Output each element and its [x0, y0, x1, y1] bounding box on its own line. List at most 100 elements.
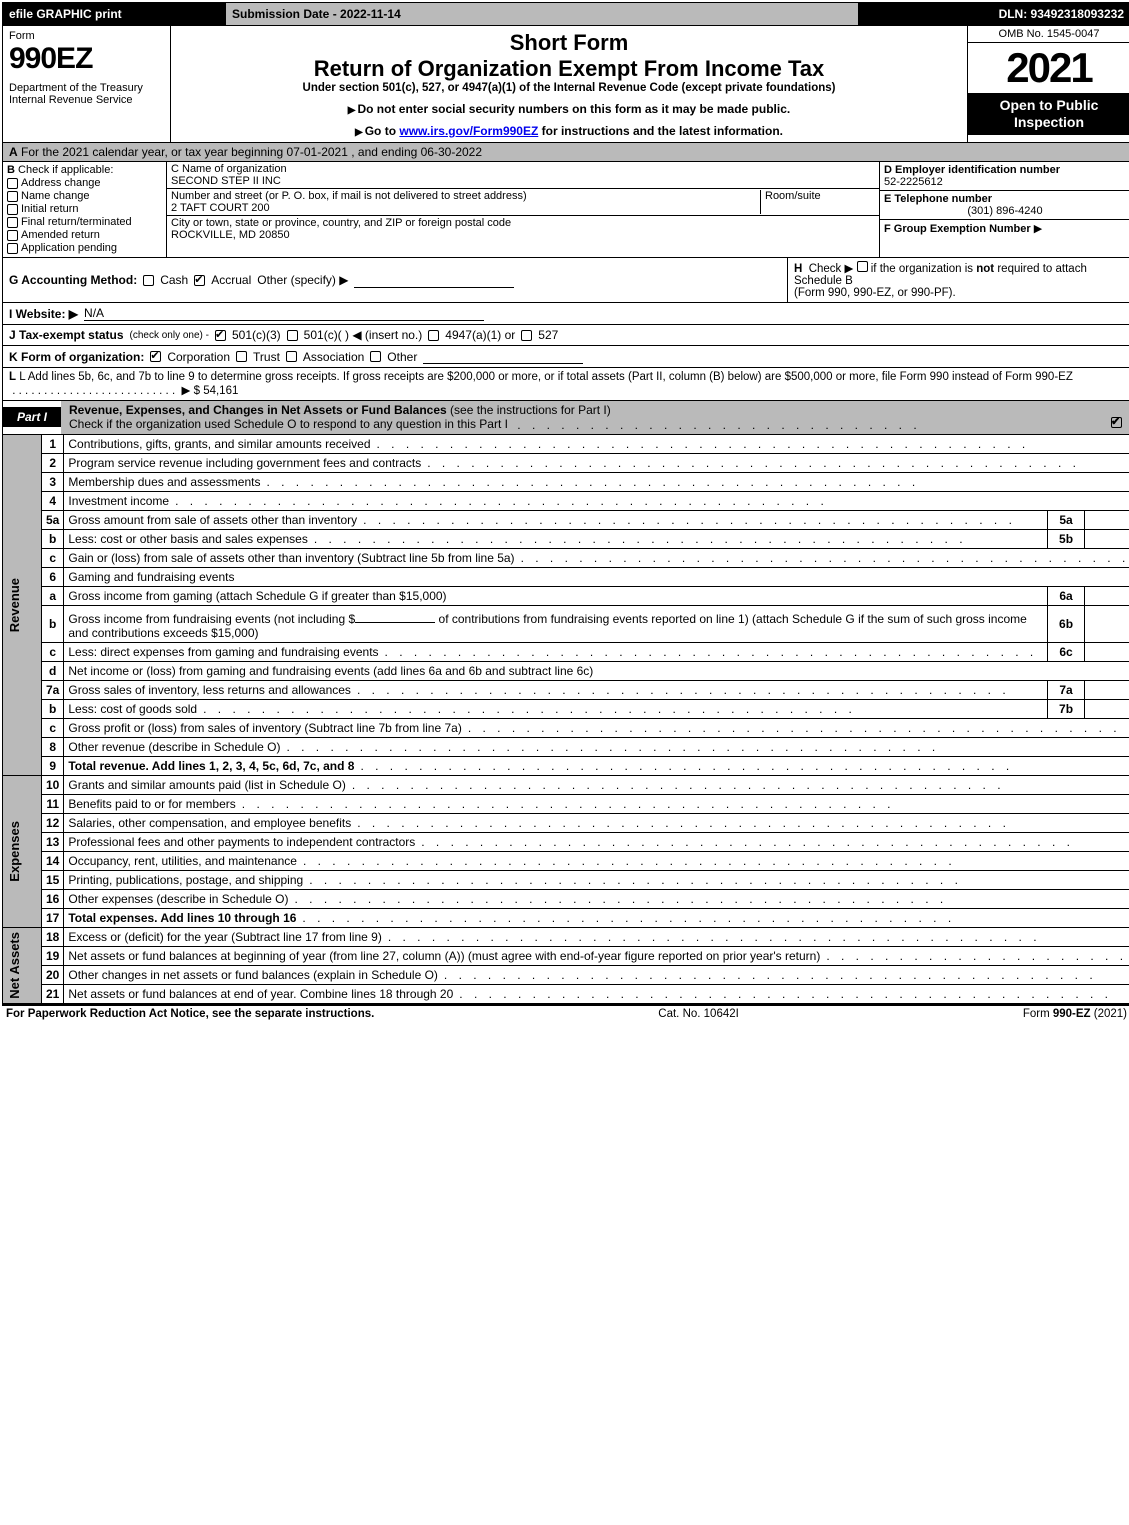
- chk-accrual[interactable]: [194, 275, 205, 286]
- form-title: Return of Organization Exempt From Incom…: [181, 56, 957, 82]
- row-h: H Check ▶ if the organization is not req…: [787, 258, 1129, 302]
- top-bar: efile GRAPHIC print Submission Date - 20…: [2, 2, 1129, 26]
- city-label: City or town, state or province, country…: [171, 217, 875, 229]
- public-inspection: Open to Public Inspection: [968, 93, 1129, 135]
- chk-4947[interactable]: [428, 330, 439, 341]
- chk-corp[interactable]: [150, 351, 161, 362]
- line-5c: c Gain or (loss) from sale of assets oth…: [3, 548, 1129, 567]
- form-number: 990EZ: [9, 42, 164, 76]
- chk-assoc[interactable]: [286, 351, 297, 362]
- part-1-header: Part I Revenue, Expenses, and Changes in…: [2, 401, 1129, 435]
- org-name-label: C Name of organization: [171, 163, 875, 175]
- group-exemption-label: F Group Exemption Number: [884, 223, 1031, 235]
- line-6d: d Net income or (loss) from gaming and f…: [3, 661, 1129, 680]
- row-a-text: For the 2021 calendar year, or tax year …: [21, 145, 482, 159]
- phone-label: E Telephone number: [884, 193, 992, 205]
- chk-schedule-o[interactable]: [1111, 417, 1122, 428]
- city-state-zip: ROCKVILLE, MD 20850: [171, 229, 875, 241]
- box-c: C Name of organization SECOND STEP II IN…: [167, 162, 879, 257]
- expenses-label: Expenses: [7, 821, 22, 882]
- box-def: D Employer identification number 52-2225…: [879, 162, 1129, 257]
- catalog-number: Cat. No. 10642I: [658, 1008, 739, 1020]
- accounting-method-label: G Accounting Method:: [9, 273, 137, 287]
- efile-print[interactable]: efile GRAPHIC print: [3, 3, 225, 25]
- row-l-text: L Add lines 5b, 6c, and 7b to line 9 to …: [19, 371, 1073, 383]
- line-16: 16 Other expenses (describe in Schedule …: [3, 889, 1129, 908]
- line-7a: 7a Gross sales of inventory, less return…: [3, 680, 1129, 699]
- ein-label: D Employer identification number: [884, 164, 1060, 176]
- form-ref: Form 990-EZ (2021): [1023, 1008, 1127, 1020]
- line-14: 14 Occupancy, rent, utilities, and maint…: [3, 851, 1129, 870]
- instructions-link[interactable]: www.irs.gov/Form990EZ: [399, 124, 538, 138]
- line-7b: b Less: cost of goods sold. . . . . . . …: [3, 699, 1129, 718]
- form-org-label: K Form of organization:: [9, 350, 144, 364]
- tax-exempt-label: J Tax-exempt status: [9, 328, 124, 342]
- line-3: 3 Membership dues and assessments. . . .…: [3, 472, 1129, 491]
- chk-501c3[interactable]: [215, 330, 226, 341]
- org-name: SECOND STEP II INC: [171, 175, 875, 187]
- form-header: Form 990EZ Department of the Treasury In…: [2, 26, 1129, 143]
- line-6b: b Gross income from fundraising events (…: [3, 605, 1129, 642]
- ein-value: 52-2225612: [884, 176, 943, 188]
- row-g: G Accounting Method: Cash Accrual Other …: [3, 258, 787, 302]
- entity-block: B Check if applicable: Address change Na…: [2, 162, 1129, 258]
- chk-527[interactable]: [521, 330, 532, 341]
- form-title-block: Short Form Return of Organization Exempt…: [171, 26, 967, 142]
- line-12: 12 Salaries, other compensation, and emp…: [3, 813, 1129, 832]
- chk-application-pending[interactable]: Application pending: [7, 242, 162, 254]
- net-assets-label: Net Assets: [7, 932, 22, 999]
- row-a: A For the 2021 calendar year, or tax yea…: [2, 143, 1129, 162]
- chk-address-change[interactable]: Address change: [7, 177, 162, 189]
- box-b-letter: B: [7, 164, 15, 176]
- chk-501c[interactable]: [287, 330, 298, 341]
- revenue-label: Revenue: [7, 578, 22, 632]
- line-19: 19 Net assets or fund balances at beginn…: [3, 946, 1129, 965]
- street-label: Number and street (or P. O. box, if mail…: [171, 190, 760, 202]
- omb-number: OMB No. 1545-0047: [968, 26, 1129, 43]
- row-gh: G Accounting Method: Cash Accrual Other …: [2, 258, 1129, 303]
- chk-trust[interactable]: [236, 351, 247, 362]
- gross-receipts: 54,161: [203, 385, 238, 397]
- chk-amended-return[interactable]: Amended return: [7, 229, 162, 241]
- line-5b: b Less: cost or other basis and sales ex…: [3, 529, 1129, 548]
- dln: DLN: 93492318093232: [858, 3, 1129, 25]
- line-20: 20 Other changes in net assets or fund b…: [3, 965, 1129, 984]
- chk-initial-return[interactable]: Initial return: [7, 203, 162, 215]
- chk-final-return[interactable]: Final return/terminated: [7, 216, 162, 228]
- line-7c: c Gross profit or (loss) from sales of i…: [3, 718, 1129, 737]
- chk-cash[interactable]: [143, 275, 154, 286]
- row-j: J Tax-exempt status (check only one) - 5…: [2, 325, 1129, 346]
- line-8: 8 Other revenue (describe in Schedule O)…: [3, 737, 1129, 756]
- chk-schedule-b[interactable]: [857, 261, 868, 272]
- year-block: OMB No. 1545-0047 2021 Open to Public In…: [967, 26, 1129, 142]
- line-11: 11 Benefits paid to or for members. . . …: [3, 794, 1129, 813]
- room-label: Room/suite: [765, 190, 875, 202]
- website-value: N/A: [84, 306, 484, 321]
- tax-year: 2021: [968, 43, 1129, 93]
- submission-date: Submission Date - 2022-11-14: [225, 3, 858, 25]
- other-specify: Other (specify) ▶: [257, 273, 348, 287]
- line-18: Net Assets 18 Excess or (deficit) for th…: [3, 927, 1129, 946]
- line-10: Expenses 10 Grants and similar amounts p…: [3, 775, 1129, 794]
- line-9: 9 Total revenue. Add lines 1, 2, 3, 4, 5…: [3, 756, 1129, 775]
- row-i: I Website: ▶ N/A: [2, 303, 1129, 325]
- chk-other-org[interactable]: [370, 351, 381, 362]
- phone-value: (301) 896-4240: [884, 205, 1126, 217]
- line-6a: a Gross income from gaming (attach Sched…: [3, 586, 1129, 605]
- other-org-input[interactable]: [423, 349, 583, 364]
- street-address: 2 TAFT COURT 200: [171, 202, 760, 214]
- department: Department of the Treasury Internal Reve…: [9, 82, 164, 106]
- line-4: 4 Investment income. . . . . . . . . . .…: [3, 491, 1129, 510]
- part-1-label: Part I: [3, 407, 61, 427]
- form-word: Form: [9, 30, 164, 42]
- box-b: B Check if applicable: Address change Na…: [3, 162, 167, 257]
- website-label: I Website: ▶: [9, 307, 78, 321]
- group-exemption-arrow: ▶: [1034, 223, 1042, 235]
- line-1: Revenue 1 Contributions, gifts, grants, …: [3, 435, 1129, 454]
- form-id-block: Form 990EZ Department of the Treasury In…: [3, 26, 171, 142]
- other-specify-input[interactable]: [354, 273, 514, 288]
- line-17: 17 Total expenses. Add lines 10 through …: [3, 908, 1129, 927]
- row-a-letter: A: [9, 145, 18, 159]
- chk-name-change[interactable]: Name change: [7, 190, 162, 202]
- line-15: 15 Printing, publications, postage, and …: [3, 870, 1129, 889]
